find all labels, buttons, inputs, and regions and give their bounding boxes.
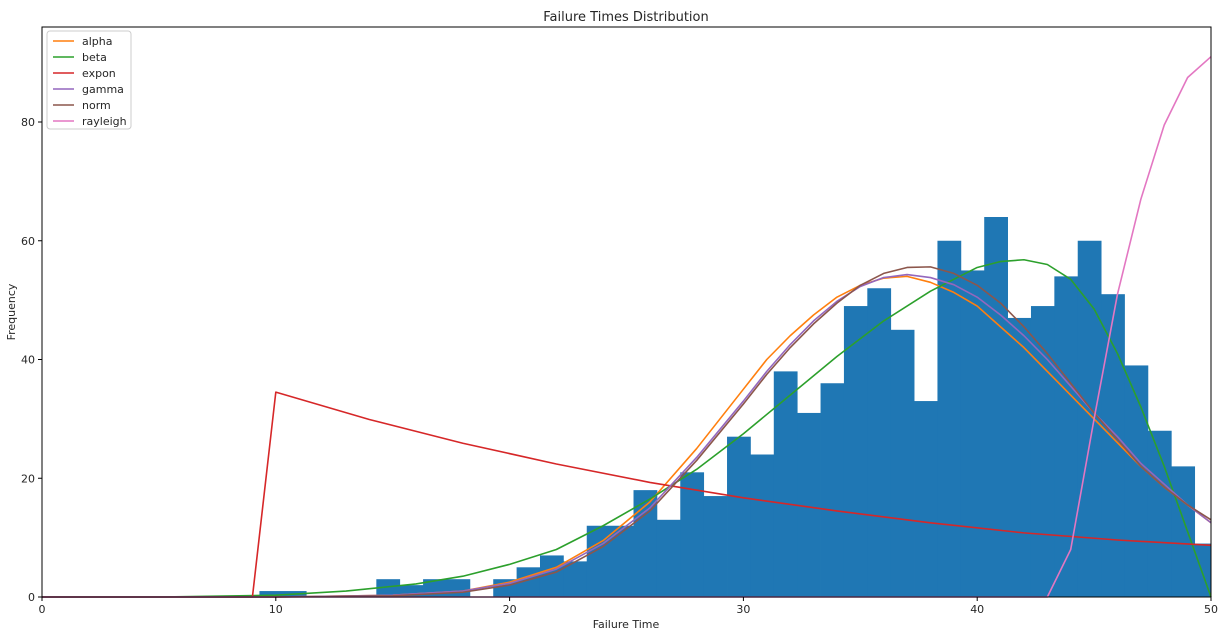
y-tick-label: 80 [21,116,35,129]
histogram-bar [680,472,705,597]
legend: alpha beta expon gamma norm rayleigh [46,30,132,130]
histogram-bar [937,240,962,597]
histogram-bar [703,496,728,597]
legend-label-expon: expon [82,67,116,80]
series-line-norm [42,266,1212,598]
histogram-bar [1077,240,1102,597]
histogram-bar [797,412,821,597]
legend-label-norm: norm [82,99,111,112]
chart-title: Failure Times Distribution [543,10,708,25]
x-tick-label: 10 [269,603,283,616]
y-tick-label: 40 [21,354,35,367]
y-tick-label: 0 [28,591,35,604]
histogram-bar [1101,294,1125,597]
series-line-expon [42,391,1212,598]
histogram-bar [773,371,798,598]
fit-lines [42,56,1212,598]
y-tick-label: 60 [21,235,35,248]
histogram-bar [960,270,985,597]
plot-area [41,26,1212,598]
histogram-bar [727,436,751,597]
histogram-bar [1030,306,1055,597]
histogram-bar [656,519,681,597]
histogram-bar [1194,543,1212,597]
x-axis-label: Failure Time [593,618,660,631]
x-tick-label: 0 [39,603,46,616]
histogram-bar [914,401,938,597]
y-axis-ticks: 0 20 40 60 80 [21,116,42,604]
histogram-bar [1124,365,1149,597]
histogram-bar [843,306,868,597]
histogram-bar [890,329,915,597]
histogram-bar [399,585,424,598]
histogram-bar [1054,276,1079,598]
x-tick-label: 30 [736,603,750,616]
legend-label-beta: beta [82,51,107,64]
histogram-bar [376,579,401,597]
histogram-bar [984,217,1008,597]
histogram-bar [586,525,634,597]
legend-label-alpha: alpha [82,35,113,48]
histogram-bar [750,454,775,597]
histogram-bar [1007,317,1032,597]
histogram-bar [867,288,892,597]
legend-label-rayleigh: rayleigh [82,115,127,128]
legend-label-gamma: gamma [82,83,124,96]
series-line-rayleigh [42,56,1212,598]
histogram-bars [259,217,1212,598]
plot-frame [41,26,1212,598]
histogram-bar [820,383,845,597]
x-tick-label: 50 [1204,603,1218,616]
y-axis-label: Frequency [5,283,18,340]
y-tick-label: 20 [21,472,35,485]
x-tick-label: 20 [503,603,517,616]
x-axis-ticks: 0 10 20 30 40 50 [39,597,1218,616]
histogram-bar [563,561,588,598]
histogram-bar [1171,466,1196,598]
x-tick-label: 40 [970,603,984,616]
